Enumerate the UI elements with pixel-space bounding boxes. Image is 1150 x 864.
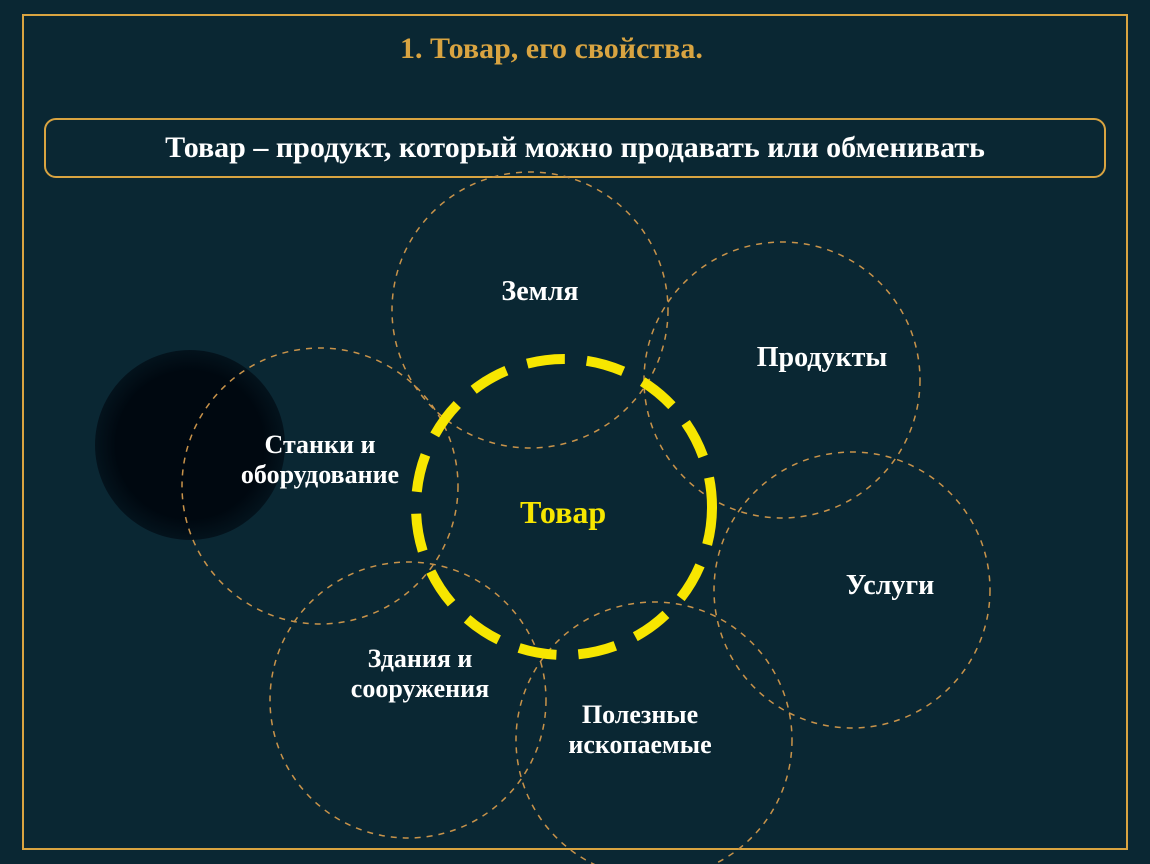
- definition-box: Товар – продукт, который можно продавать…: [44, 118, 1106, 178]
- slide-title: 1. Товар, его свойства.: [400, 32, 703, 66]
- outer-label-4: Здания исооружения: [310, 644, 530, 704]
- outer-label-3: Полезныеископаемые: [530, 700, 750, 760]
- outer-label-0: Земля: [490, 276, 590, 308]
- outer-label-5: Станки иоборудование: [200, 430, 440, 490]
- center-label: Товар: [520, 494, 606, 531]
- outer-label-1: Продукты: [742, 342, 902, 374]
- slide: 1. Товар, его свойства. Товар – продукт,…: [0, 0, 1150, 864]
- definition-text: Товар – продукт, который можно продавать…: [165, 131, 985, 165]
- outer-label-2: Услуги: [830, 570, 950, 602]
